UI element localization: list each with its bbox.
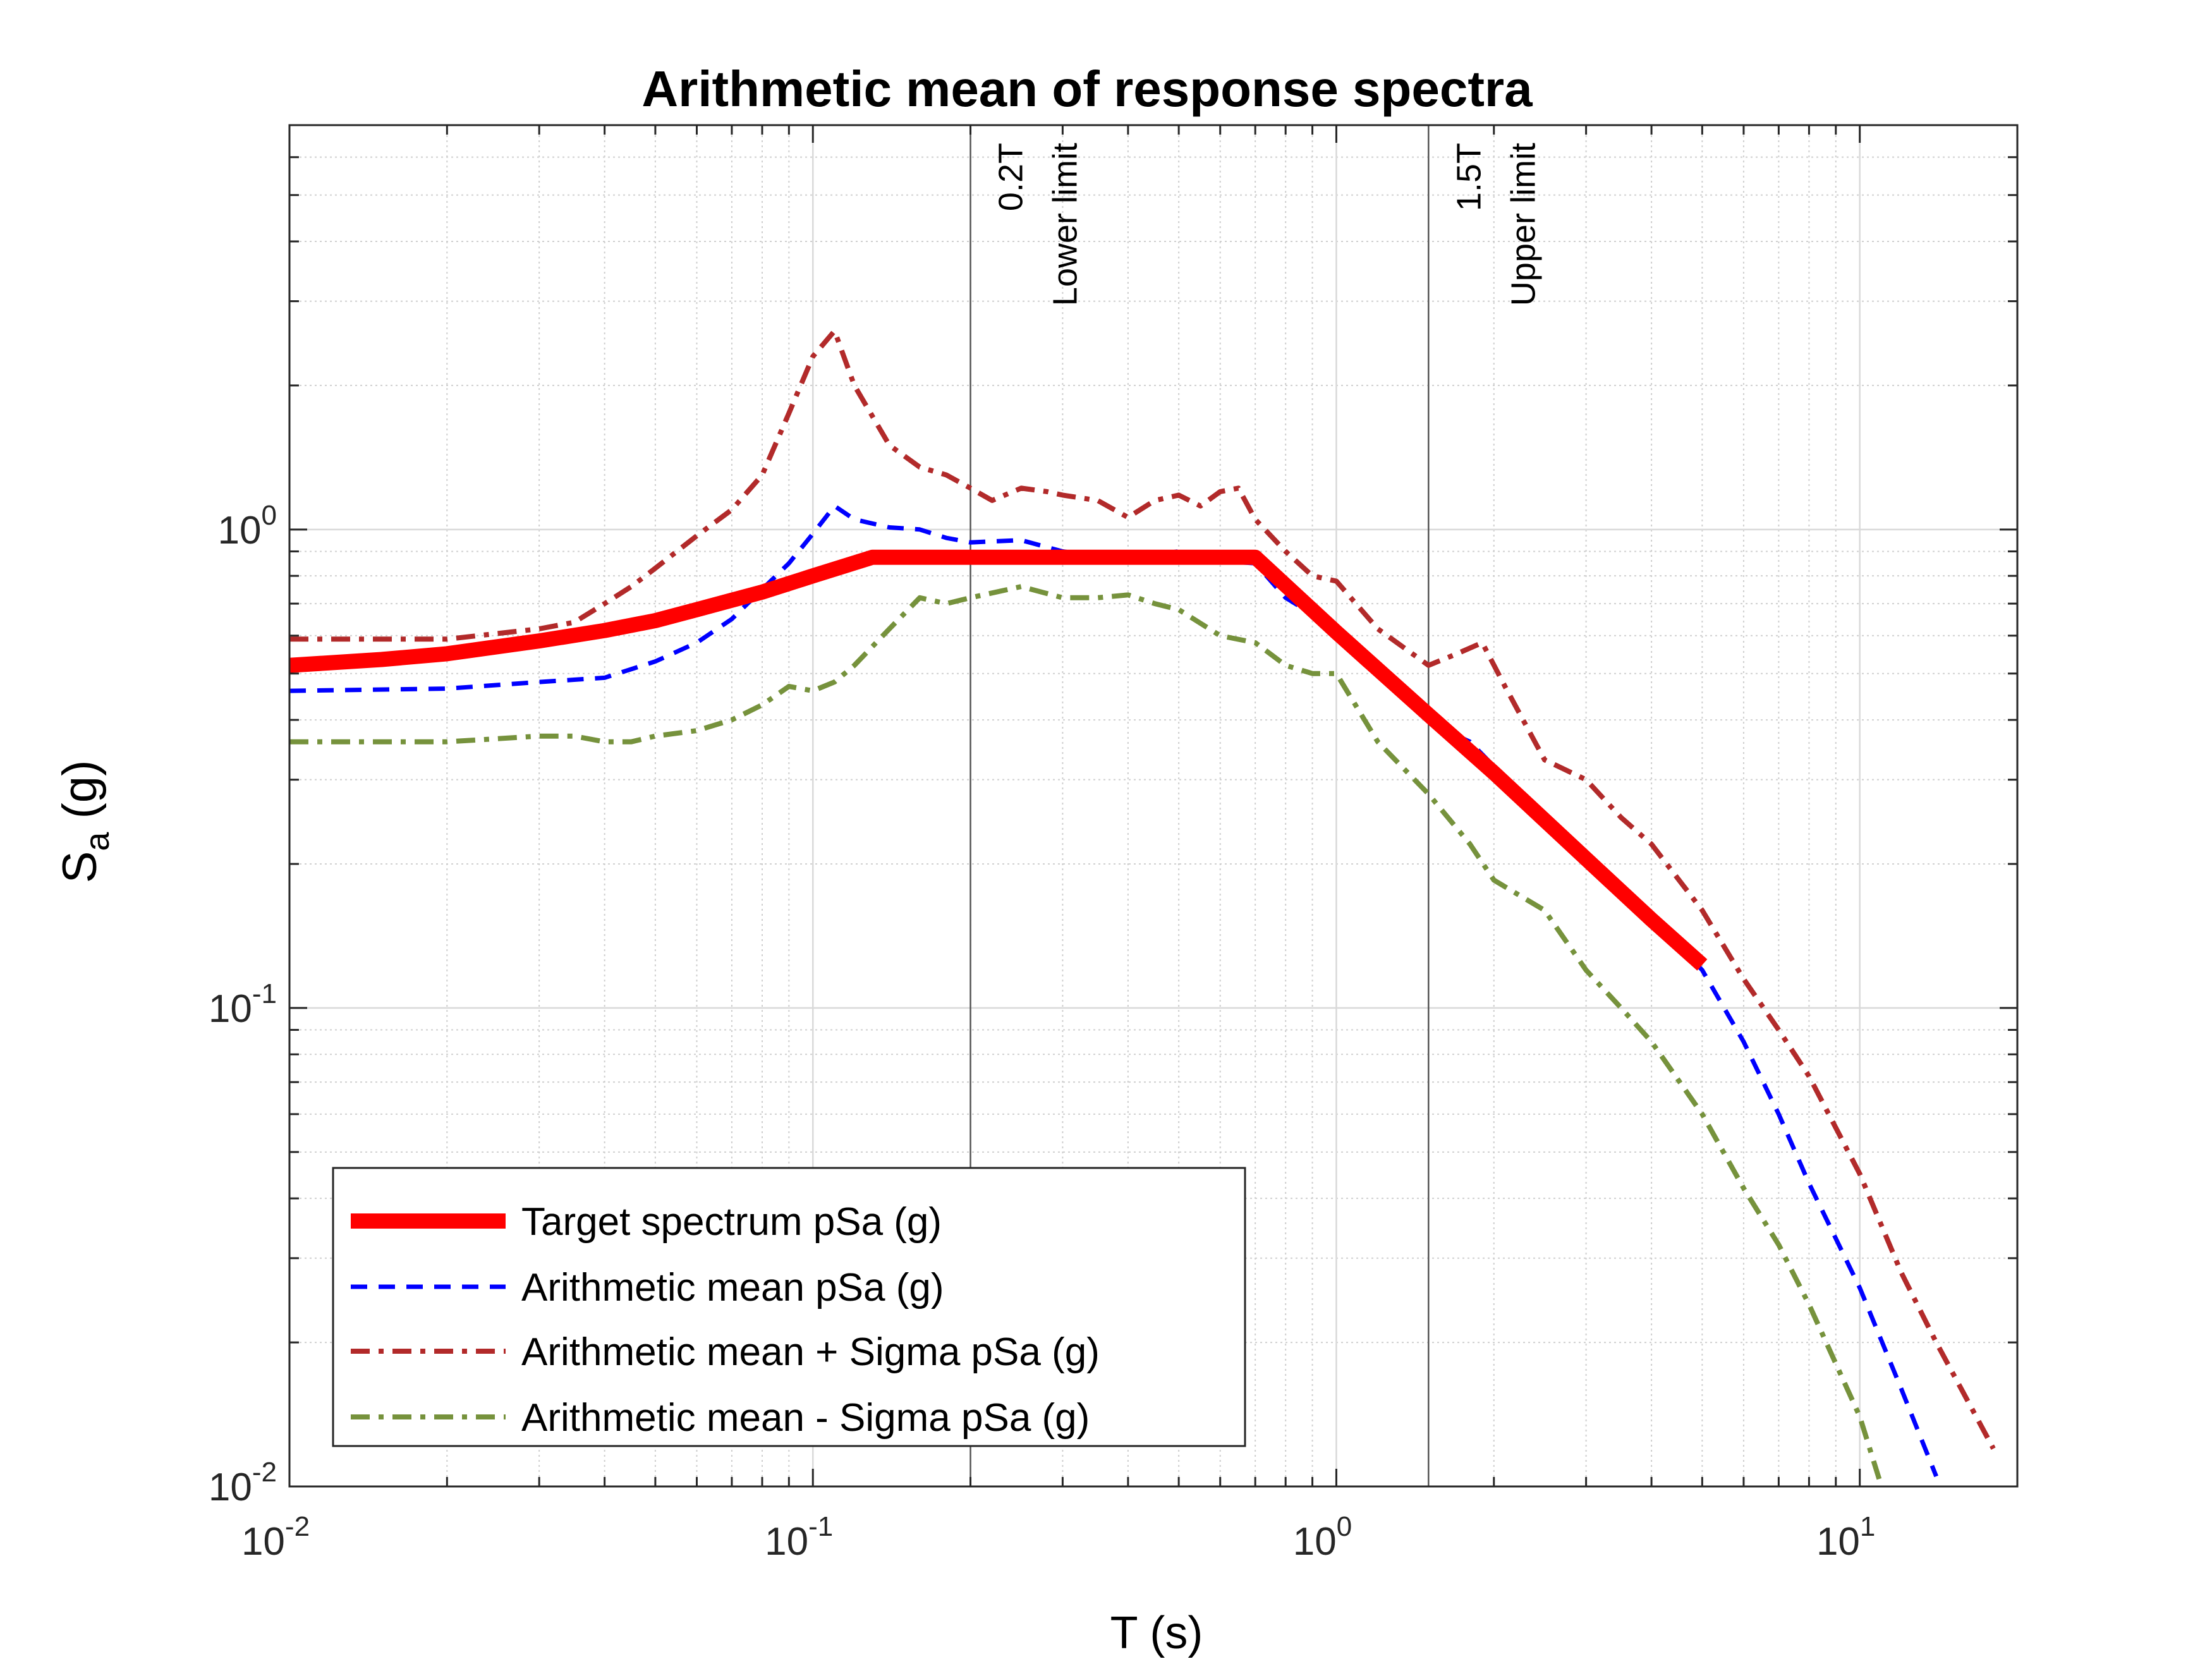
y-axis-label-unit: (g) [53,760,107,832]
y-tick-exponent: -2 [252,1457,277,1488]
y-axis-label-sub: a [78,832,116,851]
x-tick-label: 10-2 [241,1511,310,1564]
legend-label-3: Arithmetic mean - Sigma pSa (g) [521,1396,1090,1440]
x-tick-exponent: -1 [808,1511,833,1542]
legend-label-0: Target spectrum pSa (g) [521,1200,942,1244]
y-axis-label: Sa (g) [53,760,116,884]
x-tick-base: 10 [241,1520,285,1564]
legend-label-1: Arithmetic mean pSa (g) [521,1266,944,1310]
chart-title: Arithmetic mean of response spectra [641,61,1533,117]
x-tick-exponent: 1 [1860,1511,1875,1542]
x-tick-base: 10 [765,1520,808,1564]
limit-label-value: 0.2T [992,143,1030,211]
limit-lines: 0.2T Lower limit 1.5T Upper limit [969,125,1542,1486]
y-tick-label: 100 [218,500,277,552]
y-tick-label: 10-1 [209,978,277,1031]
plot-frame [288,124,2019,1488]
x-axis-label: T (s) [1110,1608,1203,1658]
y-tick-base: 10 [209,1466,252,1509]
x-tick-exponent: -2 [285,1511,310,1542]
y-tick-exponent: 0 [262,500,277,531]
x-tick-label: 100 [1293,1511,1352,1564]
x-tick-base: 10 [1293,1520,1337,1564]
y-axis-label-main: S [53,851,107,884]
x-tick-exponent: 0 [1337,1511,1352,1542]
legend: Target spectrum pSa (g) Arithmetic mean p… [332,1167,1246,1447]
limit-label-name: Lower limit [1047,143,1085,306]
y-tick-base: 10 [218,509,262,552]
limit-label-value: 1.5T [1450,143,1488,211]
y-tick-base: 10 [209,987,252,1031]
limit-label-name: Upper limit [1504,143,1542,306]
series-layer [289,328,1996,1486]
legend-label-2: Arithmetic mean + Sigma pSa (g) [521,1330,1100,1374]
series-line-0 [289,549,1708,971]
x-tick-label: 10-1 [765,1511,833,1564]
series-line-2 [289,328,1996,1450]
series-line-3 [289,584,1884,1486]
x-tick-label: 101 [1816,1511,1875,1564]
y-tick-exponent: -1 [252,978,277,1009]
x-tick-base: 10 [1816,1520,1860,1564]
y-tick-label: 10-2 [209,1457,277,1509]
